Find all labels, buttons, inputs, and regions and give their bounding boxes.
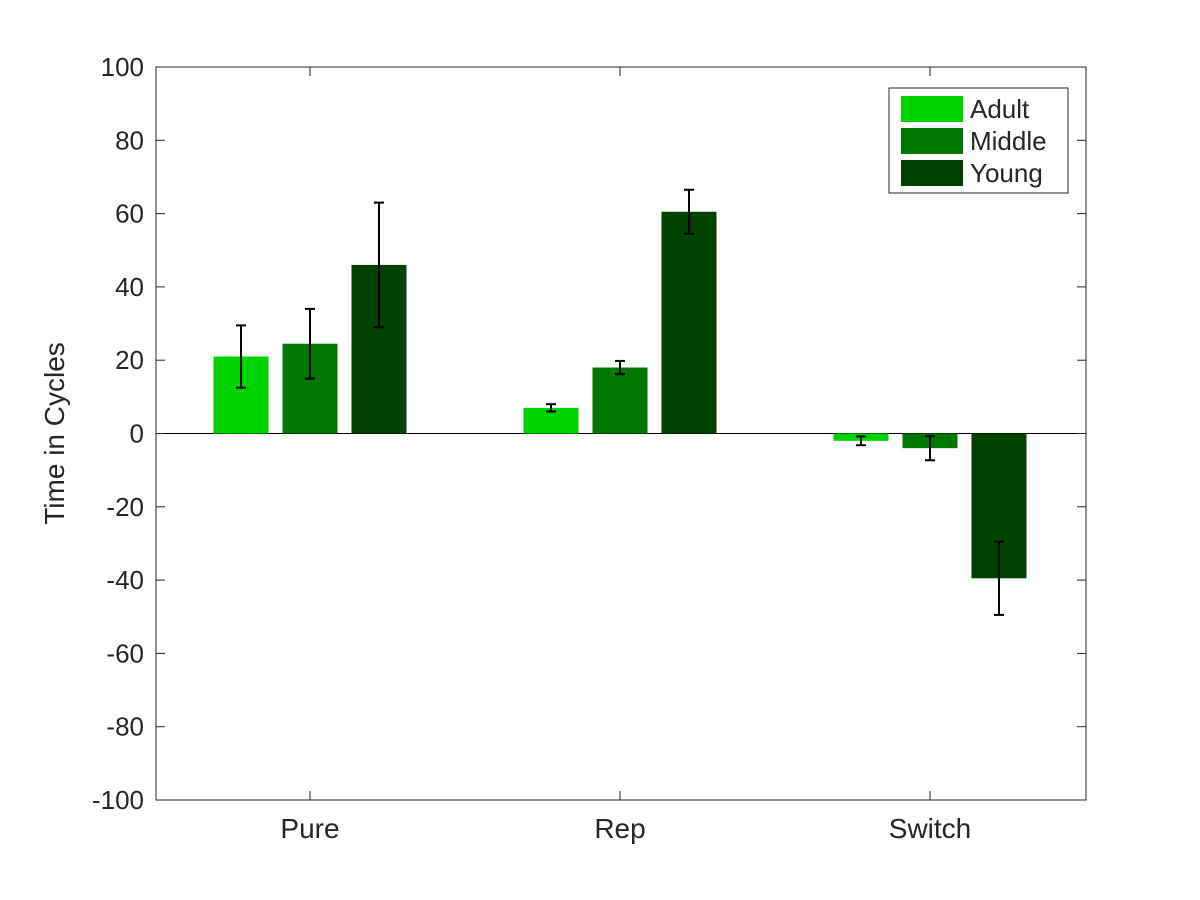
x-tick-label-rep: Rep: [594, 813, 645, 844]
legend-label-middle: Middle: [970, 126, 1047, 156]
x-tick-label-pure: Pure: [280, 813, 339, 844]
y-tick-label: 100: [101, 52, 144, 82]
legend-swatch-middle: [901, 128, 963, 154]
y-tick-label: -100: [92, 785, 144, 815]
legend-label-young: Young: [970, 158, 1043, 188]
y-tick-label: 40: [115, 272, 144, 302]
y-axis-label: Time in Cycles: [39, 342, 70, 525]
y-tick-label: 0: [130, 419, 144, 449]
bar-young-rep: [661, 211, 717, 434]
legend-label-adult: Adult: [970, 94, 1030, 124]
x-tick-label-switch: Switch: [889, 813, 971, 844]
legend-swatch-young: [901, 160, 963, 186]
bar-middle-rep: [592, 367, 648, 434]
y-tick-label: -60: [106, 638, 144, 668]
y-tick-label: -40: [106, 565, 144, 595]
y-tick-label: -80: [106, 712, 144, 742]
y-tick-label: -20: [106, 492, 144, 522]
y-tick-label: 80: [115, 125, 144, 155]
y-tick-label: 60: [115, 199, 144, 229]
legend-swatch-adult: [901, 96, 963, 122]
y-tick-label: 20: [115, 345, 144, 375]
